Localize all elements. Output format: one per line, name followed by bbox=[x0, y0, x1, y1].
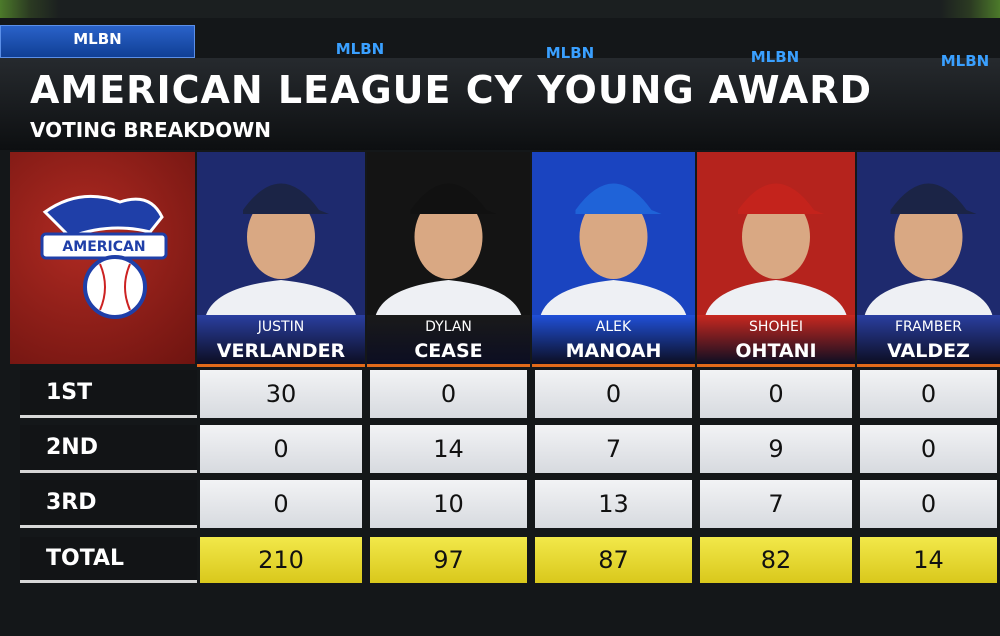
row-label: 1ST bbox=[20, 370, 197, 418]
vote-cell: 14 bbox=[370, 425, 527, 473]
player-first-name: FRAMBER bbox=[894, 319, 963, 335]
player-photo bbox=[697, 152, 855, 317]
row-label: 3RD bbox=[20, 480, 197, 528]
player-silhouette bbox=[540, 183, 687, 317]
vote-cell: 0 bbox=[860, 425, 997, 473]
title-bar bbox=[0, 58, 1000, 150]
logo-label: AMERICAN bbox=[62, 239, 146, 255]
player-last-name: OHTANI bbox=[735, 340, 817, 362]
player-name-bar bbox=[857, 315, 1000, 367]
subtitle: VOTING BREAKDOWN bbox=[30, 118, 272, 142]
player-silhouette bbox=[704, 183, 848, 317]
player-name-bar bbox=[197, 315, 365, 367]
mlbn-label: MLBN bbox=[940, 52, 990, 70]
vote-cell: 0 bbox=[860, 370, 997, 418]
mlbn-label: MLBN bbox=[335, 40, 385, 58]
vote-cell: 0 bbox=[370, 370, 527, 418]
player-last-name: CEASE bbox=[414, 340, 483, 362]
player-photo bbox=[367, 152, 530, 317]
player-name-bar bbox=[532, 315, 695, 367]
vote-cell: 30 bbox=[200, 370, 362, 418]
vote-cell: 13 bbox=[535, 480, 692, 528]
player-name-bar bbox=[367, 315, 530, 367]
total-cell: 87 bbox=[535, 537, 692, 583]
vote-cell: 0 bbox=[200, 425, 362, 473]
total-cell: 82 bbox=[700, 537, 852, 583]
player-last-name: VERLANDER bbox=[216, 340, 346, 362]
player-last-name: VALDEZ bbox=[887, 340, 970, 362]
player-first-name: SHOHEI bbox=[749, 319, 803, 335]
player-photo bbox=[857, 152, 1000, 317]
player-first-name: ALEK bbox=[595, 319, 632, 335]
player-silhouette bbox=[864, 183, 993, 317]
row-label: TOTAL bbox=[20, 537, 197, 583]
league-logo-panel: AMERICAN bbox=[10, 152, 195, 364]
player-first-name: JUSTIN bbox=[257, 319, 305, 335]
player-name-bar bbox=[697, 315, 855, 367]
player-last-name: MANOAH bbox=[565, 340, 662, 362]
player-silhouette bbox=[375, 183, 522, 317]
total-cell: 97 bbox=[370, 537, 527, 583]
mlbn-label: MLBN bbox=[750, 48, 800, 66]
mlbn-tab bbox=[0, 25, 195, 58]
player-first-name: DYLAN bbox=[425, 319, 472, 335]
player-photo bbox=[197, 152, 365, 317]
mlbn-label: MLBN bbox=[73, 30, 122, 48]
total-cell: 210 bbox=[200, 537, 362, 583]
total-cell: 14 bbox=[860, 537, 997, 583]
vote-cell: 0 bbox=[860, 480, 997, 528]
player-photo bbox=[532, 152, 695, 317]
vote-cell: 10 bbox=[370, 480, 527, 528]
row-label: 2ND bbox=[20, 425, 197, 473]
vote-cell: 7 bbox=[535, 425, 692, 473]
vote-cell: 9 bbox=[700, 425, 852, 473]
vote-cell: 0 bbox=[535, 370, 692, 418]
league-logo bbox=[40, 194, 168, 319]
vote-cell: 0 bbox=[700, 370, 852, 418]
mlbn-label: MLBN bbox=[545, 44, 595, 62]
title: AMERICAN LEAGUE CY YOUNG AWARD bbox=[30, 68, 873, 112]
player-silhouette bbox=[205, 183, 357, 317]
vote-cell: 7 bbox=[700, 480, 852, 528]
vote-cell: 0 bbox=[200, 480, 362, 528]
